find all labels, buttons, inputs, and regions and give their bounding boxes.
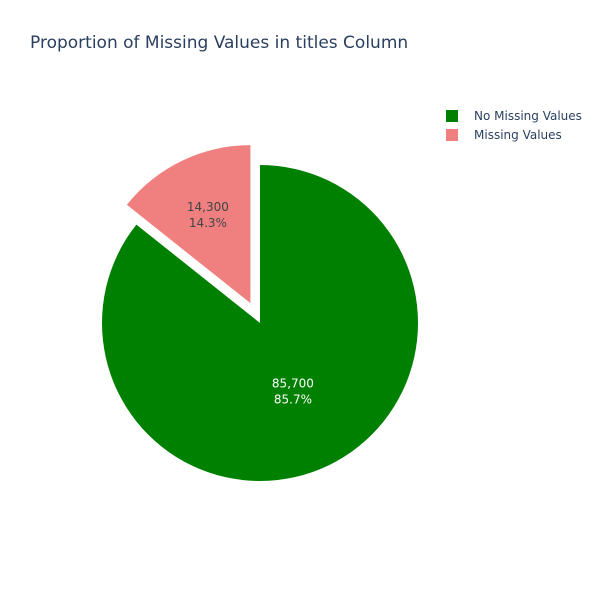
pie-slices [102,145,419,481]
legend: No Missing Values Missing Values [446,106,582,144]
pie-slice-labels: 85,700 85.7% 14,300 14.3% [187,200,314,406]
pie-slice-label-no-missing-value: 85,700 [272,376,314,390]
pie-slice-label-no-missing-percent: 85.7% [274,392,312,406]
pie-slice-label-missing-value: 14,300 [187,200,229,214]
legend-item-no-missing[interactable]: No Missing Values [446,106,582,125]
legend-label-missing: Missing Values [474,127,562,142]
pie-slice-label-missing: 14,300 14.3% [187,200,229,230]
legend-swatch-missing [446,128,458,141]
legend-swatch-no-missing [446,109,458,122]
legend-item-missing[interactable]: Missing Values [446,125,582,144]
chart-title: Proportion of Missing Values in titles C… [30,33,409,53]
pie-slice-label-no-missing: 85,700 85.7% [272,376,314,406]
legend-label-no-missing: No Missing Values [474,108,582,123]
pie-slice-label-missing-percent: 14.3% [189,216,227,230]
pie-slice-no-missing[interactable] [102,165,419,481]
pie-slice-missing[interactable] [126,145,251,304]
